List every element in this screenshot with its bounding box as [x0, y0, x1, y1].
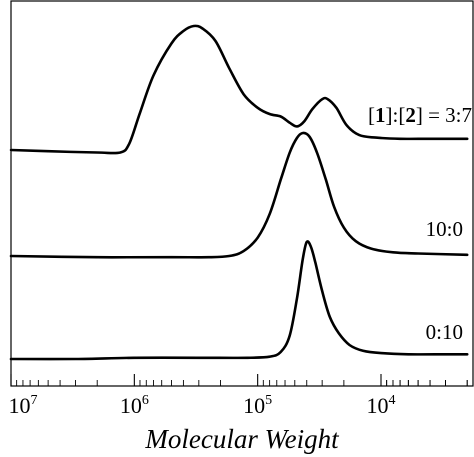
series-label-part: 1	[375, 103, 386, 127]
x-tick-label: 106	[120, 393, 149, 418]
series-label: 10:0	[426, 217, 463, 241]
series-labels: [1]:[2] = 3:7 10:0 0:10	[368, 103, 472, 344]
series-line	[9, 240, 469, 361]
x-axis-tick-labels: 107 106 105 104	[9, 393, 396, 418]
series-label-part: 10:0	[426, 217, 463, 241]
x-tick-label-base: 10	[9, 393, 31, 418]
series-label-part: 2	[405, 103, 416, 127]
x-tick-label-exponent: 5	[265, 393, 272, 408]
x-axis-title: Molecular Weight	[144, 424, 340, 454]
x-tick-label: 104	[367, 393, 396, 418]
x-tick-label-exponent: 4	[389, 393, 396, 408]
plot-frame	[10, 0, 474, 387]
x-tick-label-base: 10	[120, 393, 142, 418]
series-traces	[9, 24, 469, 361]
series-line	[9, 24, 469, 155]
series-label-part: ] = 3:7	[416, 103, 472, 127]
series-label: [1]:[2] = 3:7	[368, 103, 472, 127]
x-tick-label-base: 10	[243, 393, 265, 418]
x-tick-label-exponent: 6	[142, 393, 149, 408]
series-label-part: ]:[	[386, 103, 406, 127]
series-label-part: 0:10	[426, 320, 463, 344]
x-tick-label: 105	[243, 393, 272, 418]
series-line	[9, 131, 469, 259]
x-tick-label-base: 10	[367, 393, 389, 418]
series-label-part: [	[368, 103, 375, 127]
series-label: 0:10	[426, 320, 463, 344]
x-tick-label-exponent: 7	[31, 393, 38, 408]
x-tick-label: 107	[9, 393, 38, 418]
x-axis-ticks	[10, 374, 468, 386]
